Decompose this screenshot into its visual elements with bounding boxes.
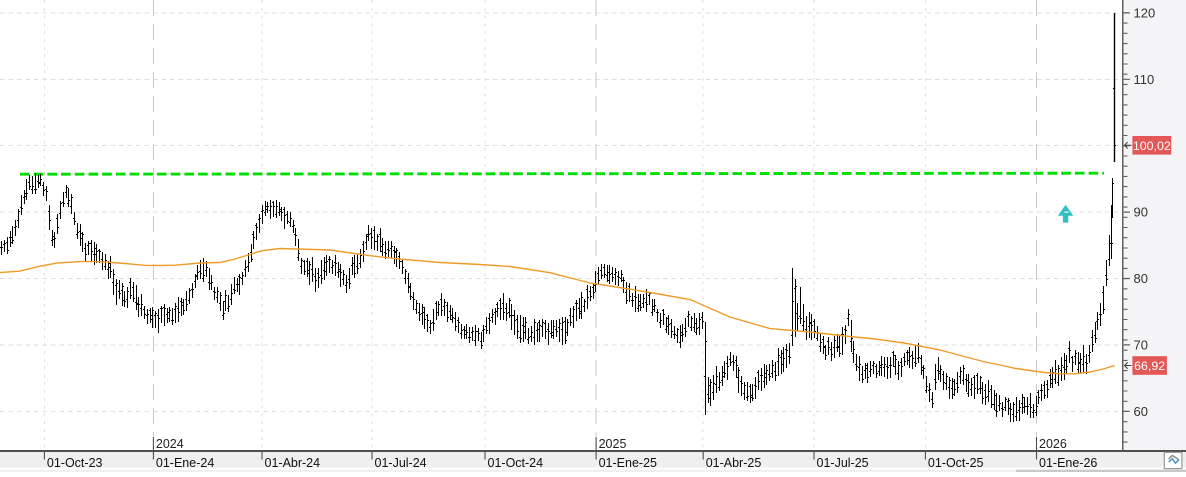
svg-text:01-Oct-23: 01-Oct-23 (47, 456, 103, 470)
svg-text:60: 60 (1134, 404, 1148, 419)
svg-text:70: 70 (1134, 337, 1148, 352)
svg-text:120: 120 (1134, 5, 1156, 20)
svg-text:01-Ene-25: 01-Ene-25 (599, 456, 657, 470)
svg-text:01-Ene-24: 01-Ene-24 (156, 456, 214, 470)
svg-text:01-Jul-25: 01-Jul-25 (817, 456, 869, 470)
svg-text:01-Oct-25: 01-Oct-25 (928, 456, 984, 470)
svg-text:90: 90 (1134, 205, 1148, 220)
svg-text:2024: 2024 (156, 437, 184, 451)
svg-text:01-Abr-25: 01-Abr-25 (706, 456, 762, 470)
svg-text:01-Abr-24: 01-Abr-24 (265, 456, 321, 470)
svg-text:110: 110 (1134, 72, 1155, 87)
svg-text:2026: 2026 (1039, 437, 1067, 451)
svg-text:01-Oct-24: 01-Oct-24 (488, 456, 544, 470)
svg-text:2025: 2025 (599, 437, 627, 451)
svg-text:80: 80 (1134, 271, 1148, 286)
svg-text:01-Jul-24: 01-Jul-24 (375, 456, 427, 470)
svg-text:66,92: 66,92 (1134, 359, 1165, 373)
svg-text:100,02: 100,02 (1133, 139, 1171, 153)
svg-text:01-Ene-26: 01-Ene-26 (1039, 456, 1097, 470)
